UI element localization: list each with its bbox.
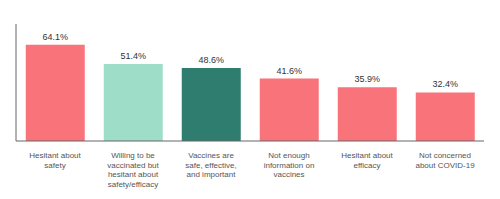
svg-text:Willing to bevaccinated buthes: Willing to bevaccinated buthesitant abou…	[107, 151, 159, 189]
svg-text:51.4%: 51.4%	[120, 51, 146, 61]
svg-text:64.1%: 64.1%	[42, 32, 68, 42]
svg-text:Hesitant aboutsafety: Hesitant aboutsafety	[29, 151, 81, 170]
svg-text:Not enoughinformation onvaccin: Not enoughinformation onvaccines	[264, 151, 315, 179]
svg-text:Vaccines aresafe, effective,an: Vaccines aresafe, effective,and importan…	[185, 151, 236, 179]
svg-text:Not concernedabout COVID-19: Not concernedabout COVID-19	[415, 151, 475, 170]
svg-text:41.6%: 41.6%	[276, 66, 302, 76]
svg-text:Hesitant aboutefficacy: Hesitant aboutefficacy	[341, 151, 393, 170]
svg-text:35.9%: 35.9%	[354, 74, 380, 84]
svg-text:48.6%: 48.6%	[198, 55, 224, 65]
svg-text:32.4%: 32.4%	[432, 79, 458, 89]
